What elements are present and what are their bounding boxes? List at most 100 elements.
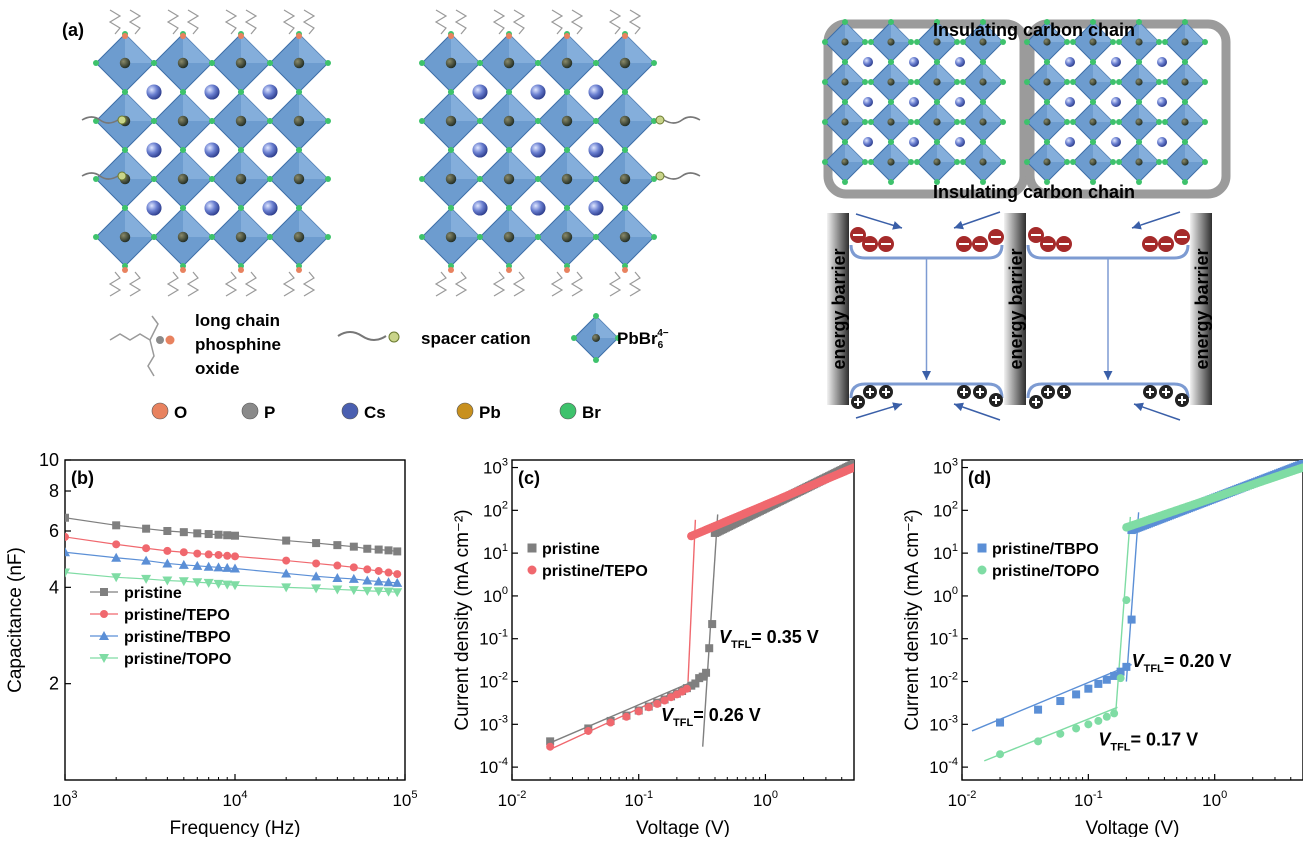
br-atom — [1116, 119, 1122, 125]
br-atom — [934, 59, 940, 65]
data-point — [193, 549, 202, 558]
data-point — [162, 558, 173, 568]
br-atom — [622, 147, 628, 153]
br-atom — [564, 147, 570, 153]
br-atom — [1000, 159, 1006, 165]
mini-octahedron — [868, 59, 914, 105]
y-tick-label: 10-1 — [479, 628, 508, 649]
br-atom — [822, 119, 828, 125]
vtfl-value: = 0.35 V — [751, 627, 819, 647]
mini-cs-atom — [909, 137, 919, 147]
valence-band — [1026, 382, 1190, 399]
pb-atom — [619, 57, 631, 69]
br-atom — [1136, 59, 1142, 65]
br-atom — [1162, 79, 1168, 85]
spacer-chain — [663, 116, 701, 124]
octahedron-highlight — [625, 92, 654, 121]
lattice-octahedron — [419, 89, 483, 153]
br-atom — [296, 89, 302, 95]
data-point — [213, 562, 224, 572]
y-tick-label: 103 — [483, 457, 508, 478]
data-point — [1110, 671, 1119, 680]
br-atom — [934, 139, 940, 145]
br-atom — [477, 118, 483, 124]
br-atom — [1070, 119, 1076, 125]
br-atom — [1110, 159, 1116, 165]
mini-cs-atom — [1157, 97, 1167, 107]
pb-atom — [503, 115, 515, 127]
tick-exponent: -2 — [498, 671, 508, 683]
plot-area — [546, 460, 854, 751]
vtfl-subscript: TFL — [1144, 663, 1164, 675]
br-atom — [1090, 19, 1096, 25]
data-point — [584, 726, 593, 735]
br-atom — [564, 205, 570, 211]
data-point — [1116, 674, 1125, 683]
pb-atom — [503, 173, 515, 185]
energy-barrier-left — [827, 213, 849, 405]
data-point — [111, 573, 122, 583]
vtfl-annotation: VTFL= 0.17 V — [1098, 729, 1198, 753]
br-atom — [1136, 19, 1142, 25]
data-point — [1094, 716, 1103, 725]
data-point — [527, 543, 537, 553]
br-atom — [868, 39, 874, 45]
pb-atom — [1089, 78, 1097, 86]
mini-cs-atom — [1111, 97, 1121, 107]
pb-atom — [841, 118, 849, 126]
tick-base: 10 — [483, 459, 502, 478]
data-point — [1084, 720, 1093, 729]
octahedron-highlight — [1093, 62, 1113, 82]
br-atom — [93, 176, 99, 182]
br-atom — [593, 176, 599, 182]
cs-atom — [472, 142, 488, 158]
lattice-octahedron — [535, 31, 599, 95]
cs-atom — [146, 142, 162, 158]
cs-atom — [472, 200, 488, 216]
br-atom — [506, 147, 512, 153]
br-atom — [477, 234, 483, 240]
octahedron-highlight — [983, 102, 1003, 122]
atom-label-cs: Cs — [364, 403, 386, 422]
data-point — [230, 563, 240, 573]
data-point — [213, 579, 224, 589]
pb-atom — [1135, 158, 1143, 166]
carrier-injection-arrow — [1133, 402, 1181, 421]
br-atom — [914, 79, 920, 85]
mini-octahedron — [960, 139, 1006, 185]
fit-line — [702, 514, 719, 747]
plot-frame — [64, 459, 406, 781]
o-atom — [506, 33, 512, 39]
br-atom — [1090, 139, 1096, 145]
pb-atom — [1181, 78, 1189, 86]
mini-octahedron — [914, 139, 960, 185]
octahedron-highlight — [1185, 62, 1205, 82]
octahedron-highlight — [1047, 142, 1067, 162]
octahedron-highlight — [845, 62, 865, 82]
data-point — [222, 580, 233, 590]
y-tick-label: 103 — [933, 457, 958, 478]
br-atom — [1202, 39, 1208, 45]
mini-cs-atom — [1065, 57, 1075, 67]
octahedron-highlight — [1139, 22, 1159, 42]
octahedron-highlight — [891, 102, 911, 122]
br-atom — [1182, 19, 1188, 25]
y-tick-label: 6 — [49, 521, 59, 541]
data-point — [223, 551, 232, 560]
br-atom — [296, 205, 302, 211]
br-atom — [842, 99, 848, 105]
br-atom — [868, 119, 874, 125]
br-atom — [1110, 119, 1116, 125]
data-point — [65, 568, 70, 578]
br-atom — [571, 335, 577, 341]
octahedron-highlight — [125, 208, 154, 237]
octahedron-highlight — [983, 22, 1003, 42]
tick-exponent: 1 — [952, 542, 958, 554]
pb-atom — [561, 173, 573, 185]
br-atom — [1064, 79, 1070, 85]
data-point — [282, 556, 291, 565]
pb-atom — [235, 231, 247, 243]
octahedron-highlight — [183, 92, 212, 121]
br-atom — [908, 159, 914, 165]
phosphine-chain — [128, 9, 142, 35]
